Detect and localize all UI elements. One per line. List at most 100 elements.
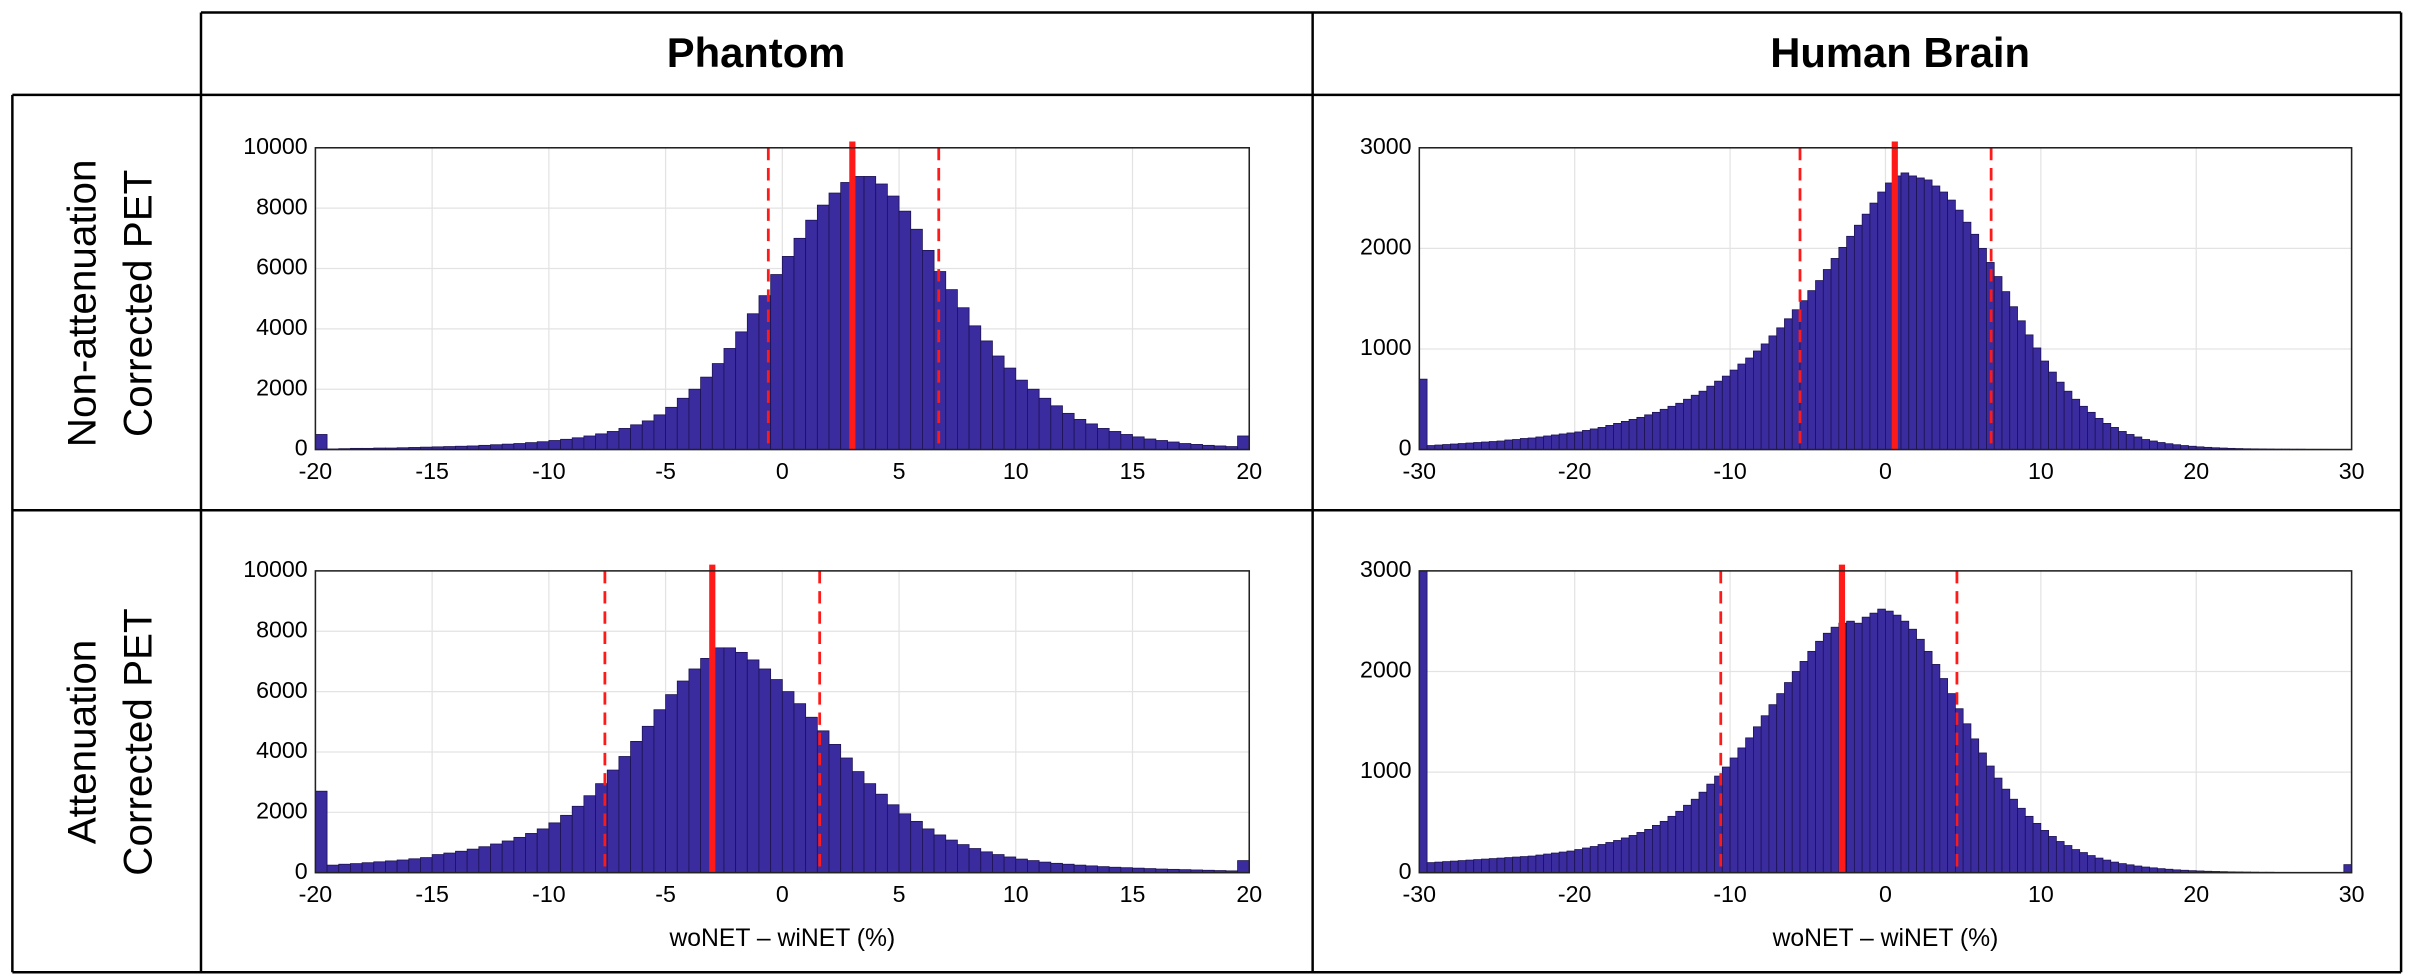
bar xyxy=(1830,626,1840,874)
bar xyxy=(618,756,631,874)
bar xyxy=(1519,438,1529,450)
bar xyxy=(501,840,515,874)
bar xyxy=(968,325,982,450)
bar xyxy=(1753,726,1762,874)
bar xyxy=(455,850,468,874)
bar xyxy=(711,363,725,450)
bar xyxy=(2102,423,2112,450)
bar xyxy=(1822,269,1832,450)
bar xyxy=(1644,829,1653,874)
bar xyxy=(1597,844,1607,874)
bar xyxy=(922,828,935,874)
bar xyxy=(770,679,783,874)
bar xyxy=(1073,864,1087,874)
bar xyxy=(583,795,596,874)
bar xyxy=(2001,291,2011,450)
bar xyxy=(1853,224,1863,450)
x-tick-label: 10 xyxy=(2028,458,2054,484)
bar xyxy=(618,428,631,450)
bar xyxy=(1776,327,1785,450)
bar xyxy=(2071,849,2081,874)
bar xyxy=(2149,440,2158,450)
bar xyxy=(1784,318,1793,450)
bar xyxy=(1815,640,1824,874)
x-tick-label: 15 xyxy=(1120,458,1146,484)
bar xyxy=(1628,835,1638,874)
bar xyxy=(851,771,865,874)
bar xyxy=(1015,379,1028,450)
bar xyxy=(525,442,538,450)
bar xyxy=(361,862,375,874)
bar xyxy=(560,814,573,874)
bar xyxy=(385,860,398,874)
bar xyxy=(1543,435,1552,450)
x-tick-label: 10 xyxy=(1003,458,1029,484)
bar xyxy=(2048,836,2057,874)
bar xyxy=(1582,847,1591,874)
y-tick-label: 10000 xyxy=(243,133,308,159)
bar xyxy=(1488,858,1498,874)
bar xyxy=(676,397,690,450)
bar xyxy=(957,307,970,450)
bar xyxy=(2110,861,2119,874)
bar xyxy=(1729,757,1739,874)
bar xyxy=(2055,841,2065,874)
bar xyxy=(338,863,351,874)
x-tick-label: 20 xyxy=(2183,881,2209,907)
bar xyxy=(326,864,340,874)
bar xyxy=(665,406,678,450)
bar xyxy=(2040,830,2050,874)
bar xyxy=(1683,804,1692,874)
bar xyxy=(1916,638,1925,874)
y-tick-label: 1000 xyxy=(1360,757,1412,783)
bar xyxy=(1729,369,1739,450)
bar xyxy=(1768,335,1778,450)
y-tick-label: 2000 xyxy=(256,797,308,823)
bar xyxy=(1753,350,1762,450)
bar xyxy=(1947,693,1956,874)
bar xyxy=(746,313,760,450)
bar xyxy=(1496,857,1506,874)
bar xyxy=(490,843,503,874)
bar xyxy=(1962,221,1972,450)
row-header: Corrected PET xyxy=(114,608,160,875)
bar xyxy=(595,433,608,450)
bar xyxy=(2032,347,2042,450)
bar xyxy=(1473,442,1482,450)
bar xyxy=(1659,820,1669,874)
bar xyxy=(1675,810,1684,874)
bar xyxy=(1970,738,1980,874)
x-tick-label: -10 xyxy=(1713,881,1747,907)
x-tick-label: 30 xyxy=(2339,458,2365,484)
bar xyxy=(1698,791,1708,874)
bar xyxy=(1698,390,1708,450)
bar xyxy=(968,848,982,874)
bar xyxy=(1108,866,1122,874)
bar xyxy=(1799,661,1809,874)
bar xyxy=(2094,417,2104,450)
bar xyxy=(1457,443,1467,450)
bar xyxy=(478,846,491,874)
plot-frame xyxy=(1418,147,2353,451)
y-tick-label: 4000 xyxy=(256,737,308,763)
bar xyxy=(1097,428,1110,450)
bar xyxy=(1582,430,1591,450)
bar xyxy=(1551,852,1560,874)
bar xyxy=(1900,620,1910,874)
bar xyxy=(513,443,526,450)
bar xyxy=(1481,441,1490,450)
bar xyxy=(2017,807,2026,874)
bar xyxy=(1652,411,1661,450)
y-tick-label: 4000 xyxy=(256,314,308,340)
bar xyxy=(1970,233,1980,450)
bar xyxy=(1178,443,1192,450)
bar xyxy=(875,183,888,450)
bar xyxy=(571,437,585,450)
bar xyxy=(653,709,666,874)
bar xyxy=(548,440,561,450)
bar xyxy=(1892,614,1902,874)
y-tick-label: 3000 xyxy=(1360,133,1412,159)
x-tick-label: 15 xyxy=(1120,881,1146,907)
y-tick-label: 2000 xyxy=(256,374,308,400)
x-tick-label: 20 xyxy=(2183,458,2209,484)
